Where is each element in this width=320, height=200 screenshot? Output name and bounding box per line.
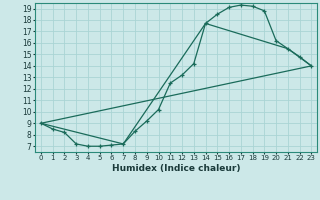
X-axis label: Humidex (Indice chaleur): Humidex (Indice chaleur) — [112, 164, 240, 173]
